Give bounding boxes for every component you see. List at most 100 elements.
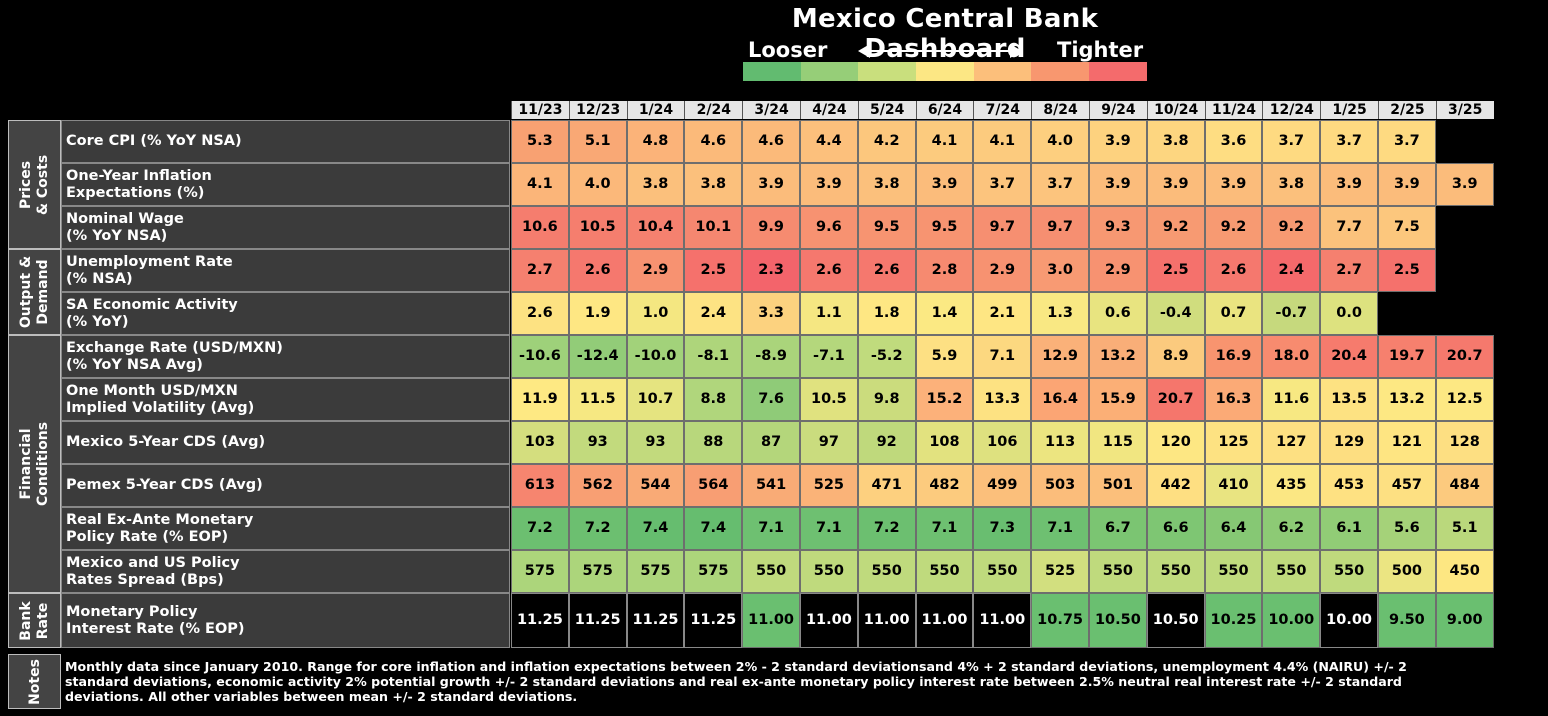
data-cell: 13.2 — [1378, 378, 1436, 421]
data-cell: 550 — [1089, 550, 1147, 593]
data-cell: 11.25 — [626, 593, 685, 648]
data-cell: 4.2 — [857, 120, 916, 163]
notes-text: Monthly data since January 2010. Range f… — [65, 659, 1407, 704]
data-cell: 12.9 — [1031, 335, 1089, 378]
data-cell: 10.00 — [1262, 593, 1321, 648]
data-cell: 525 — [800, 464, 858, 507]
data-cell: 544 — [626, 464, 685, 507]
data-cell: 4.1 — [973, 120, 1032, 163]
data-cell: 9.50 — [1378, 593, 1436, 648]
data-cell: 20.4 — [1320, 335, 1378, 378]
data-cell: 2.7 — [1320, 249, 1378, 292]
row-label: Nominal Wage (% YoY NSA) — [61, 206, 510, 249]
data-cell: 450 — [1435, 550, 1494, 593]
data-cell: 4.8 — [626, 120, 685, 163]
data-cell: 6.2 — [1262, 507, 1321, 550]
data-cell: 2.1 — [973, 292, 1032, 335]
data-cell: 88 — [684, 421, 743, 464]
data-cell: 0.6 — [1089, 292, 1147, 335]
data-cell: 550 — [1320, 550, 1378, 593]
data-cell: 16.3 — [1204, 378, 1263, 421]
data-cell: 1.0 — [626, 292, 685, 335]
data-cell: 2.7 — [511, 249, 569, 292]
data-cell: 2.6 — [857, 249, 916, 292]
data-cell: 3.9 — [1089, 163, 1147, 206]
data-cell: 5.9 — [915, 335, 974, 378]
data-cell: 499 — [973, 464, 1032, 507]
data-cell: 7.2 — [568, 507, 627, 550]
group-label-box: Prices & Costs — [8, 120, 61, 249]
data-cell: 550 — [800, 550, 858, 593]
data-cell: 2.6 — [800, 249, 858, 292]
data-cell: 1.9 — [568, 292, 627, 335]
legend-swatch — [1089, 62, 1147, 81]
data-cell: 525 — [1031, 550, 1089, 593]
data-cell: 7.7 — [1320, 206, 1378, 249]
data-cell: 10.50 — [1146, 593, 1205, 648]
data-cell: 92 — [857, 421, 916, 464]
column-header: 1/24 — [626, 101, 685, 119]
data-cell: 2.9 — [1089, 249, 1147, 292]
data-cell: 10.75 — [1031, 593, 1089, 648]
row-label: Mexico and US Policy Rates Spread (Bps) — [61, 550, 510, 593]
legend-swatch — [973, 62, 1032, 81]
data-cell: 1.1 — [800, 292, 858, 335]
column-header: 11/24 — [1204, 101, 1263, 119]
data-cell: 442 — [1146, 464, 1205, 507]
data-cell: 9.7 — [973, 206, 1032, 249]
data-cell: 11.5 — [568, 378, 627, 421]
column-header: 10/24 — [1146, 101, 1205, 119]
data-cell: 9.5 — [857, 206, 916, 249]
data-cell: 3.8 — [684, 163, 743, 206]
data-cell: 550 — [1262, 550, 1321, 593]
data-cell: 9.9 — [742, 206, 800, 249]
data-cell: 12.5 — [1435, 378, 1494, 421]
data-cell: 7.1 — [973, 335, 1032, 378]
data-cell: 453 — [1320, 464, 1378, 507]
dashboard-title: Mexico Central Bank Dashboard — [791, 4, 1099, 64]
data-cell: 2.5 — [1146, 249, 1205, 292]
data-cell: 19.7 — [1378, 335, 1436, 378]
row-label: Unemployment Rate (% NSA) — [61, 249, 510, 292]
group-label: Financial Conditions — [17, 421, 51, 507]
data-cell: 7.4 — [684, 507, 743, 550]
group-label-box: Bank Rate — [8, 593, 61, 648]
data-cell: -5.2 — [857, 335, 916, 378]
data-cell: 3.7 — [1262, 120, 1321, 163]
data-cell: 3.3 — [742, 292, 800, 335]
data-cell: 4.0 — [568, 163, 627, 206]
legend-looser-label: Looser — [748, 38, 828, 62]
data-cell: 482 — [915, 464, 974, 507]
data-cell: 3.7 — [1378, 120, 1436, 163]
data-cell: 3.8 — [1262, 163, 1321, 206]
data-cell: 1.3 — [1031, 292, 1089, 335]
data-cell: 16.4 — [1031, 378, 1089, 421]
data-cell: 501 — [1089, 464, 1147, 507]
data-cell: 87 — [742, 421, 800, 464]
group-label-box: Output & Demand — [8, 249, 61, 335]
row-label: One Month USD/MXN Implied Volatility (Avg… — [61, 378, 510, 421]
data-cell: 11.00 — [915, 593, 974, 648]
data-cell: 13.2 — [1089, 335, 1147, 378]
data-cell: 9.2 — [1262, 206, 1321, 249]
data-cell: 121 — [1378, 421, 1436, 464]
data-cell: 3.9 — [1435, 163, 1494, 206]
data-cell: 503 — [1031, 464, 1089, 507]
data-cell: 575 — [626, 550, 685, 593]
data-cell: 3.7 — [1031, 163, 1089, 206]
data-cell: 8.8 — [684, 378, 743, 421]
data-cell: 10.5 — [568, 206, 627, 249]
data-cell: 10.00 — [1320, 593, 1378, 648]
group-label-box: Financial Conditions — [8, 335, 61, 593]
data-cell: 13.5 — [1320, 378, 1378, 421]
data-cell: 6.6 — [1146, 507, 1205, 550]
data-cell: 2.6 — [1204, 249, 1263, 292]
data-cell: 4.0 — [1031, 120, 1089, 163]
data-cell: -8.1 — [684, 335, 743, 378]
data-cell: 10.4 — [626, 206, 685, 249]
data-cell: 550 — [973, 550, 1032, 593]
data-cell: -12.4 — [568, 335, 627, 378]
data-cell: 11.9 — [511, 378, 569, 421]
row-label: Monetary Policy Interest Rate (% EOP) — [61, 593, 510, 648]
data-cell: 3.9 — [1378, 163, 1436, 206]
